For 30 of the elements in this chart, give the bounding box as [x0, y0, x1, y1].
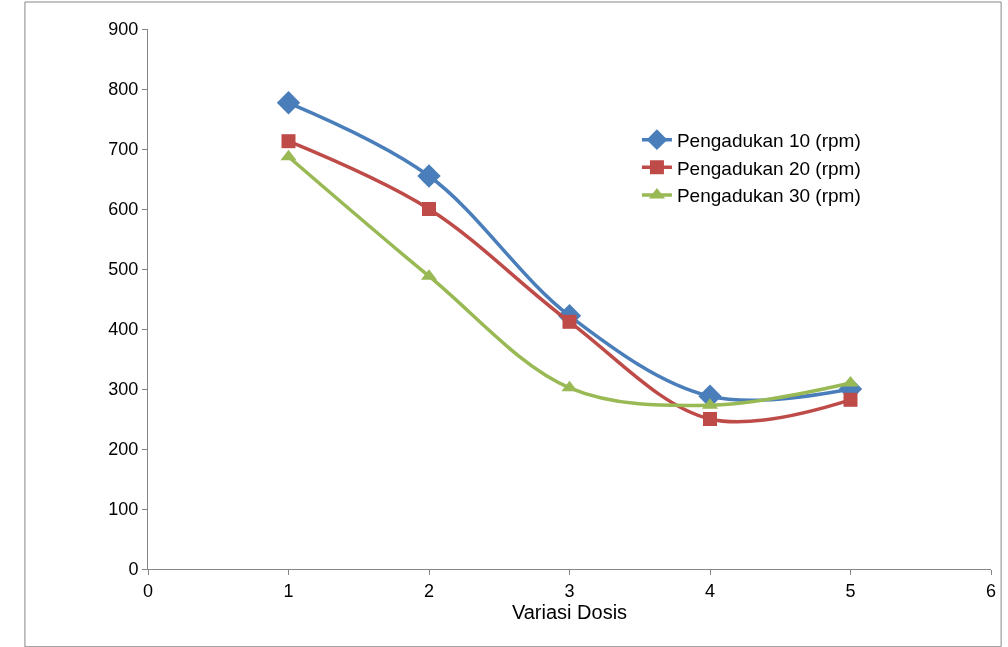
x-tick-label: 1	[283, 580, 294, 601]
x-tick-label: 0	[142, 580, 154, 601]
point	[280, 149, 297, 161]
y-tick-label: 800	[108, 79, 139, 100]
x-tick-label: 5	[845, 580, 856, 601]
point	[703, 412, 717, 426]
y-tick-label: 300	[108, 379, 139, 400]
y-tick-label: 500	[108, 259, 139, 280]
y-tick-label: 600	[108, 199, 139, 220]
y-tick-label: 700	[108, 139, 139, 160]
x-tick-label: 4	[704, 580, 716, 601]
point	[281, 134, 296, 149]
point	[561, 380, 578, 392]
y-tick-label: 0	[128, 559, 139, 580]
point	[276, 91, 301, 115]
legend-label: Pengadukan 30 (rpm)	[676, 185, 861, 207]
point	[562, 314, 577, 329]
y-tick-label: 200	[108, 439, 139, 460]
y-tick-label: 900	[108, 19, 139, 40]
legend-label: Pengadukan 10 (rpm)	[676, 130, 861, 152]
x-tick-label: 2	[423, 580, 435, 601]
x-tick-label: 3	[564, 580, 575, 601]
x-axis-title: Variasi Dosis	[511, 600, 628, 623]
y-tick-label: 400	[108, 319, 139, 340]
point	[417, 164, 441, 188]
legend-label: Pengadukan 20 (rpm)	[676, 157, 861, 179]
point	[843, 392, 858, 407]
x-tick-label: 6	[985, 580, 997, 601]
point	[422, 202, 436, 216]
y-tick-label: 100	[108, 499, 139, 520]
